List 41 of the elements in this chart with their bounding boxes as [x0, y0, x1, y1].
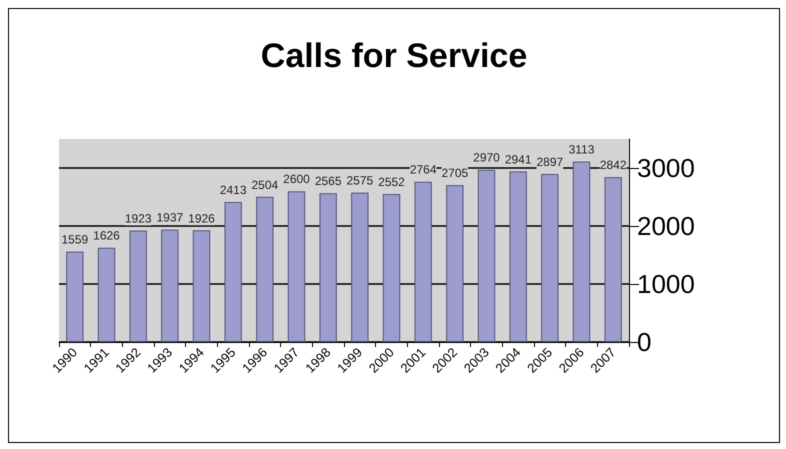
- data-label: 2504: [251, 178, 279, 192]
- y-tick-label: 1000: [637, 269, 695, 299]
- bar: [604, 177, 622, 342]
- bar: [319, 193, 337, 342]
- bar: [66, 252, 84, 342]
- bar: [98, 248, 116, 342]
- y-tick-label: 3000: [637, 153, 695, 183]
- data-label: 1923: [124, 211, 152, 226]
- bar: [382, 194, 400, 342]
- bar: [129, 230, 147, 342]
- data-label: 2705: [441, 166, 469, 180]
- data-label: 3113: [568, 142, 595, 156]
- bar: [288, 191, 306, 342]
- bar: [541, 174, 559, 342]
- data-label: 2565: [314, 174, 342, 188]
- y-tick-label: 0: [637, 327, 652, 357]
- data-label: 2842: [600, 158, 627, 172]
- bar: [478, 170, 496, 342]
- bar: [224, 202, 242, 342]
- data-label: 1926: [188, 211, 216, 226]
- data-label: 2970: [473, 150, 500, 165]
- data-label: 2764: [410, 162, 437, 177]
- data-label: 2575: [346, 174, 374, 188]
- data-label: 2897: [536, 154, 564, 169]
- data-label: 2941: [504, 152, 532, 166]
- data-label: 2413: [220, 183, 247, 198]
- data-label: 1937: [156, 210, 184, 225]
- bar: [351, 192, 369, 342]
- data-label: 1559: [61, 232, 89, 247]
- data-label: 2552: [378, 174, 406, 189]
- data-label: 2600: [283, 172, 310, 186]
- bar: [446, 185, 464, 342]
- chart-title: Calls for Service: [260, 37, 528, 75]
- bar: [256, 196, 274, 342]
- data-label: 1626: [93, 228, 120, 243]
- bar: [161, 230, 179, 342]
- bar: [572, 161, 590, 342]
- bar: [509, 171, 527, 342]
- bar: [192, 230, 210, 342]
- bar: [414, 182, 432, 342]
- y-tick-label: 2000: [637, 211, 695, 241]
